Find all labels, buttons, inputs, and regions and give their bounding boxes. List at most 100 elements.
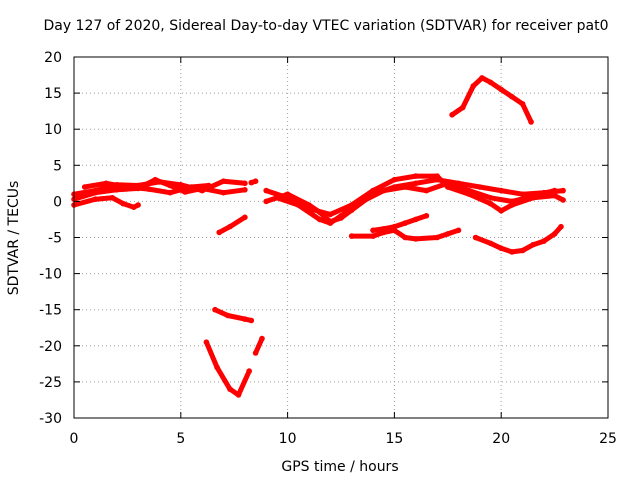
data-point <box>248 317 255 324</box>
data-point <box>225 312 231 319</box>
y-tick-labels: -30 -25 -20 -15 -10 -5 0 5 10 15 20 <box>39 50 62 427</box>
data-point <box>235 392 242 398</box>
data-point <box>295 202 302 208</box>
data-point <box>259 335 265 342</box>
data-point <box>519 247 526 254</box>
data-point <box>370 227 376 234</box>
data-point <box>487 240 494 247</box>
data-point <box>348 233 355 239</box>
data-point <box>252 178 259 184</box>
data-point <box>551 231 558 237</box>
data-point <box>227 223 233 230</box>
data-point <box>263 198 270 205</box>
y-tick-label: 0 <box>53 194 62 210</box>
data-point <box>551 187 558 194</box>
data-point <box>212 306 218 313</box>
data-point <box>316 216 323 223</box>
data-series <box>71 75 566 398</box>
data-point <box>455 227 462 234</box>
data-point <box>327 211 334 218</box>
series-track-5 <box>216 214 248 236</box>
data-point <box>445 180 451 187</box>
y-axis-label: SDTVAR / TECUs <box>6 181 22 296</box>
x-tick-label: 25 <box>599 431 617 447</box>
data-point <box>445 231 451 237</box>
data-point <box>509 249 515 255</box>
data-point <box>551 192 558 199</box>
data-point <box>242 316 248 322</box>
x-tick-label: 0 <box>70 431 79 447</box>
data-point <box>178 182 184 188</box>
data-point <box>479 75 485 81</box>
data-point <box>402 234 408 241</box>
data-point <box>449 112 455 118</box>
data-point <box>380 187 387 194</box>
data-point <box>135 202 141 208</box>
data-point <box>246 368 252 374</box>
data-point <box>359 198 366 205</box>
data-point <box>413 216 419 223</box>
data-point <box>188 184 195 190</box>
data-point <box>509 198 515 205</box>
data-point <box>220 178 227 184</box>
data-point <box>498 86 505 93</box>
data-point <box>530 241 536 248</box>
data-point <box>466 187 473 194</box>
data-point <box>519 191 526 197</box>
x-tick-label: 15 <box>385 431 403 447</box>
data-point <box>242 180 248 187</box>
data-point <box>487 200 494 207</box>
data-point <box>519 101 526 107</box>
data-point <box>338 213 344 219</box>
data-point <box>113 187 120 193</box>
data-point <box>498 245 505 252</box>
series-track-14 <box>370 213 430 234</box>
data-point <box>472 234 479 241</box>
series-track-7 <box>212 306 255 324</box>
data-point <box>477 184 483 190</box>
series-track-13 <box>348 227 462 242</box>
data-point <box>167 182 173 189</box>
x-tick-label: 5 <box>176 431 185 447</box>
x-tick-labels: 0 5 10 15 20 25 <box>70 431 617 447</box>
data-point <box>434 234 440 241</box>
data-point <box>560 187 566 194</box>
data-point <box>327 220 334 226</box>
data-point <box>124 184 131 190</box>
x-tick-label: 10 <box>279 431 297 447</box>
series-line <box>216 214 248 235</box>
data-point <box>242 214 248 221</box>
series-track-9 <box>252 335 265 356</box>
data-point <box>402 184 408 190</box>
data-point <box>487 195 494 201</box>
data-point <box>560 197 566 203</box>
x-axis-label: GPS time / hours <box>281 459 398 475</box>
x-tick-label: 20 <box>492 431 510 447</box>
data-point <box>370 233 376 239</box>
data-point <box>92 196 99 202</box>
data-point <box>120 200 126 207</box>
y-tick-label: -15 <box>39 303 62 319</box>
data-point <box>460 104 466 111</box>
data-point <box>509 93 515 100</box>
data-point <box>530 193 536 200</box>
y-tick-label: -25 <box>39 375 62 391</box>
series-track-16 <box>472 223 564 255</box>
data-point <box>263 187 270 194</box>
y-tick-label: 15 <box>44 86 62 102</box>
data-point <box>109 195 116 201</box>
data-point <box>423 213 430 219</box>
data-point <box>413 173 419 179</box>
data-point <box>413 236 419 242</box>
data-point <box>214 364 220 371</box>
data-point <box>227 386 233 392</box>
data-point <box>434 173 440 179</box>
data-point <box>216 229 222 236</box>
data-point <box>541 238 547 244</box>
data-point <box>81 184 88 190</box>
data-point <box>391 176 398 183</box>
axis-ticks <box>73 56 609 419</box>
data-point <box>423 187 430 194</box>
data-point <box>167 189 173 196</box>
